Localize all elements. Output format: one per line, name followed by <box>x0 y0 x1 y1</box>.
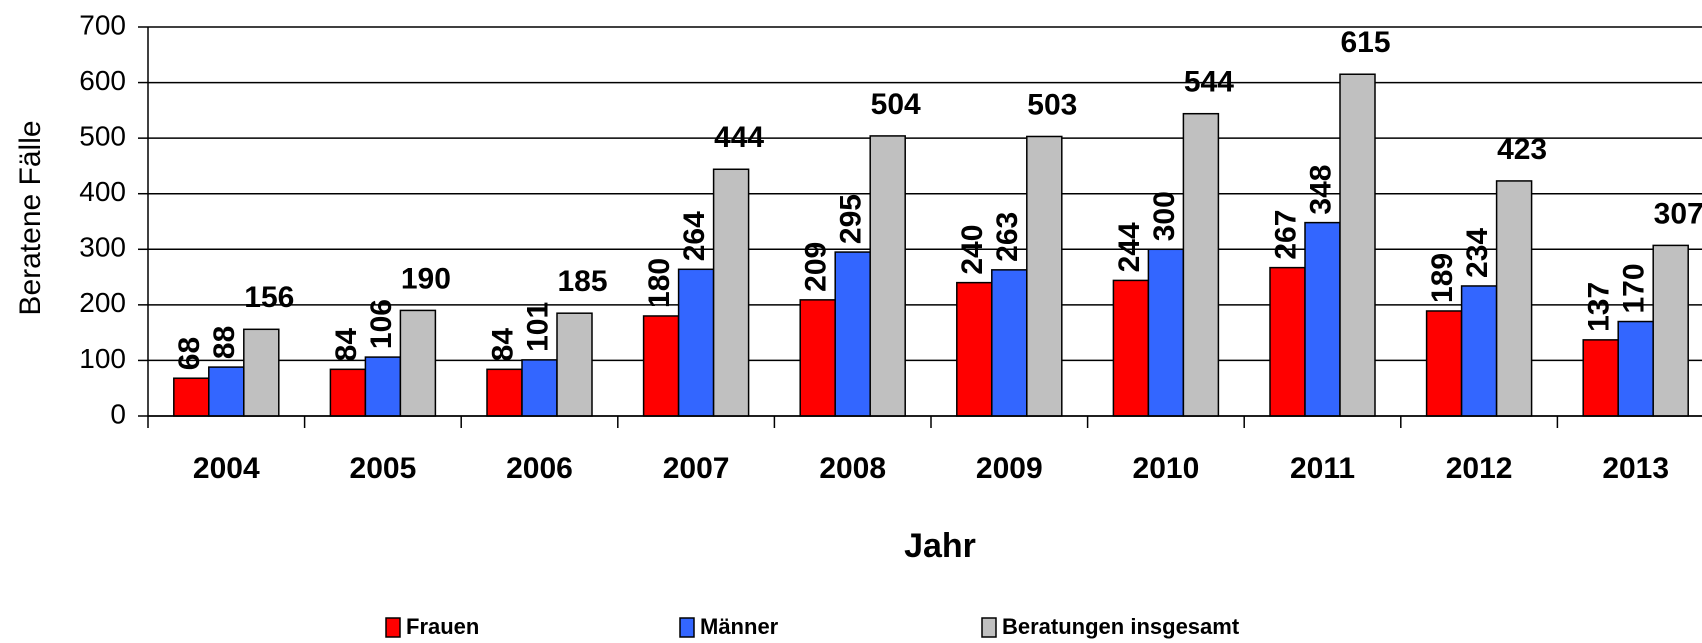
x-tick-label: 2005 <box>350 452 417 485</box>
data-label: 68 <box>173 337 206 370</box>
y-tick-label: 700 <box>79 9 126 40</box>
legend-swatch <box>385 617 401 638</box>
bar <box>1339 73 1376 417</box>
data-label: 170 <box>1618 263 1651 313</box>
bar <box>869 135 906 417</box>
x-axis-title: Jahr <box>904 527 976 565</box>
y-tick-label: 400 <box>79 176 126 207</box>
y-tick-label: 300 <box>79 232 126 263</box>
data-label: 504 <box>871 88 921 121</box>
data-label: 503 <box>1027 88 1077 121</box>
bar <box>799 299 836 417</box>
bar <box>556 312 593 417</box>
y-tick-label: 600 <box>79 65 126 96</box>
data-label: 348 <box>1304 165 1337 215</box>
bar <box>364 356 402 417</box>
bar <box>243 328 280 417</box>
bar <box>1112 279 1150 417</box>
data-label: 185 <box>557 265 607 298</box>
data-label: 423 <box>1497 133 1547 166</box>
y-tick-label: 100 <box>79 343 126 374</box>
legend-label: Männer <box>700 614 779 639</box>
y-axis-title: Beratene Fälle <box>14 120 47 315</box>
bar <box>1495 180 1533 417</box>
x-tick-label: 2013 <box>1602 452 1669 485</box>
data-label: 156 <box>244 281 294 314</box>
data-label: 267 <box>1269 210 1302 260</box>
y-tick-label: 500 <box>79 121 126 152</box>
bar <box>1460 285 1498 417</box>
bar <box>1425 310 1463 417</box>
bar <box>329 368 367 417</box>
bar <box>173 377 210 417</box>
data-label: 234 <box>1461 228 1494 278</box>
x-tick-label: 2012 <box>1446 452 1513 485</box>
bar <box>1026 135 1063 417</box>
data-label: 88 <box>208 326 241 359</box>
data-label: 84 <box>486 328 519 362</box>
data-label: 295 <box>835 194 868 244</box>
bar <box>677 268 715 417</box>
data-label: 264 <box>678 211 711 261</box>
data-label: 244 <box>1113 222 1146 272</box>
bar <box>991 269 1028 417</box>
y-tick-label: 0 <box>110 398 126 429</box>
data-label: 84 <box>330 328 363 362</box>
legend-label: Beratungen insgesamt <box>1002 614 1240 639</box>
bar <box>956 281 993 417</box>
bar <box>486 368 523 417</box>
data-label: 444 <box>714 121 764 154</box>
bar <box>712 168 750 417</box>
data-label: 137 <box>1583 282 1616 332</box>
x-tick-label: 2004 <box>193 452 260 485</box>
x-tick-label: 2007 <box>663 452 730 485</box>
bar <box>642 315 680 417</box>
data-label: 263 <box>991 212 1024 262</box>
bar <box>1304 221 1341 417</box>
bar <box>521 359 558 417</box>
data-label: 180 <box>643 258 676 308</box>
data-label: 615 <box>1340 26 1390 59</box>
bar <box>1147 248 1185 417</box>
bar <box>1652 244 1689 417</box>
legend-label: Frauen <box>406 614 479 639</box>
x-tick-label: 2011 <box>1290 452 1355 485</box>
x-tick-label: 2009 <box>976 452 1043 485</box>
y-tick-label: 200 <box>79 287 126 318</box>
legend-swatch <box>679 617 695 638</box>
bar <box>1182 112 1220 417</box>
bar <box>208 366 245 417</box>
x-tick-label: 2006 <box>506 452 573 485</box>
data-label: 189 <box>1426 253 1459 303</box>
bar <box>1582 339 1619 417</box>
data-label: 544 <box>1184 66 1234 99</box>
x-tick-label: 2008 <box>819 452 886 485</box>
bar <box>1617 320 1654 417</box>
x-tick-label: 2010 <box>1133 452 1200 485</box>
data-label: 190 <box>401 262 451 295</box>
bar <box>834 251 871 417</box>
legend-swatch <box>981 617 997 638</box>
data-label: 101 <box>521 302 554 352</box>
data-label: 209 <box>800 242 833 292</box>
data-label: 307 <box>1654 197 1702 230</box>
data-label: 300 <box>1148 191 1181 241</box>
data-label: 240 <box>956 225 989 275</box>
bar <box>1269 266 1306 417</box>
data-label: 106 <box>365 299 398 349</box>
bar <box>399 309 437 417</box>
